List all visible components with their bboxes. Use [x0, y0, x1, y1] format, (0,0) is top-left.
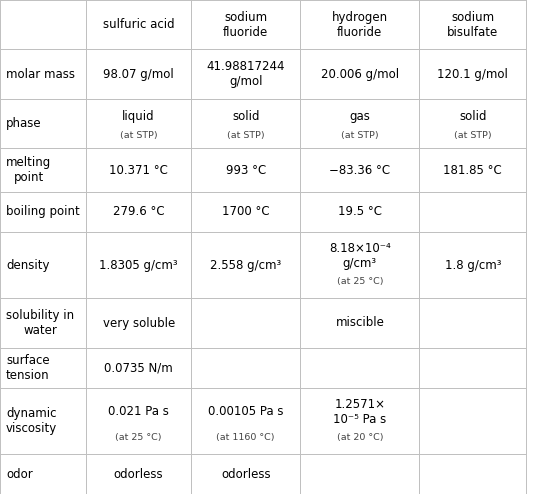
Text: (at 25 °C): (at 25 °C) — [115, 433, 162, 442]
Text: (at 25 °C): (at 25 °C) — [336, 277, 383, 286]
Text: 120.1 g/mol: 120.1 g/mol — [437, 68, 508, 81]
Text: 0.0735 N/m: 0.0735 N/m — [104, 361, 173, 374]
Text: 1.8305 g/cm³: 1.8305 g/cm³ — [99, 258, 178, 272]
Text: 10.371 °C: 10.371 °C — [109, 164, 168, 176]
Text: odorless: odorless — [114, 467, 163, 481]
Text: 993 °C: 993 °C — [225, 164, 266, 176]
Text: (at STP): (at STP) — [454, 131, 491, 140]
Text: sodium
bisulfate: sodium bisulfate — [447, 11, 498, 39]
Text: odor: odor — [6, 467, 33, 481]
Text: sodium
fluoride: sodium fluoride — [223, 11, 268, 39]
Text: miscible: miscible — [335, 317, 384, 329]
Text: 279.6 °C: 279.6 °C — [113, 206, 164, 218]
Text: 19.5 °C: 19.5 °C — [338, 206, 382, 218]
Text: phase: phase — [6, 117, 41, 130]
Text: 8.18×10⁻⁴
g/cm³: 8.18×10⁻⁴ g/cm³ — [329, 242, 391, 270]
Text: (at STP): (at STP) — [227, 131, 264, 140]
Text: −83.36 °C: −83.36 °C — [329, 164, 390, 176]
Text: 1.2571×
10⁻⁵ Pa s: 1.2571× 10⁻⁵ Pa s — [333, 398, 387, 425]
Text: 1.8 g/cm³: 1.8 g/cm³ — [444, 258, 501, 272]
Text: molar mass: molar mass — [6, 68, 75, 81]
Text: gas: gas — [349, 110, 370, 123]
Text: 0.021 Pa s: 0.021 Pa s — [108, 405, 169, 418]
Text: boiling point: boiling point — [6, 206, 80, 218]
Text: 0.00105 Pa s: 0.00105 Pa s — [208, 405, 283, 418]
Text: density: density — [6, 258, 50, 272]
Text: (at STP): (at STP) — [341, 131, 378, 140]
Text: 181.85 °C: 181.85 °C — [443, 164, 502, 176]
Text: sulfuric acid: sulfuric acid — [103, 18, 175, 31]
Text: solid: solid — [232, 110, 259, 123]
Text: very soluble: very soluble — [103, 317, 175, 329]
Text: 98.07 g/mol: 98.07 g/mol — [103, 68, 174, 81]
Text: dynamic
viscosity: dynamic viscosity — [6, 407, 57, 435]
Text: (at 20 °C): (at 20 °C) — [336, 433, 383, 442]
Text: liquid: liquid — [122, 110, 155, 123]
Text: solubility in
water: solubility in water — [6, 309, 74, 337]
Text: (at STP): (at STP) — [120, 131, 157, 140]
Text: melting
point: melting point — [6, 156, 51, 184]
Text: hydrogen
fluoride: hydrogen fluoride — [332, 11, 388, 39]
Text: 2.558 g/cm³: 2.558 g/cm³ — [210, 258, 281, 272]
Text: 20.006 g/mol: 20.006 g/mol — [321, 68, 399, 81]
Text: (at 1160 °C): (at 1160 °C) — [216, 433, 275, 442]
Text: solid: solid — [459, 110, 486, 123]
Text: 1700 °C: 1700 °C — [222, 206, 270, 218]
Text: 41.98817244
g/mol: 41.98817244 g/mol — [206, 60, 285, 88]
Text: odorless: odorless — [221, 467, 270, 481]
Text: surface
tension: surface tension — [6, 354, 50, 382]
